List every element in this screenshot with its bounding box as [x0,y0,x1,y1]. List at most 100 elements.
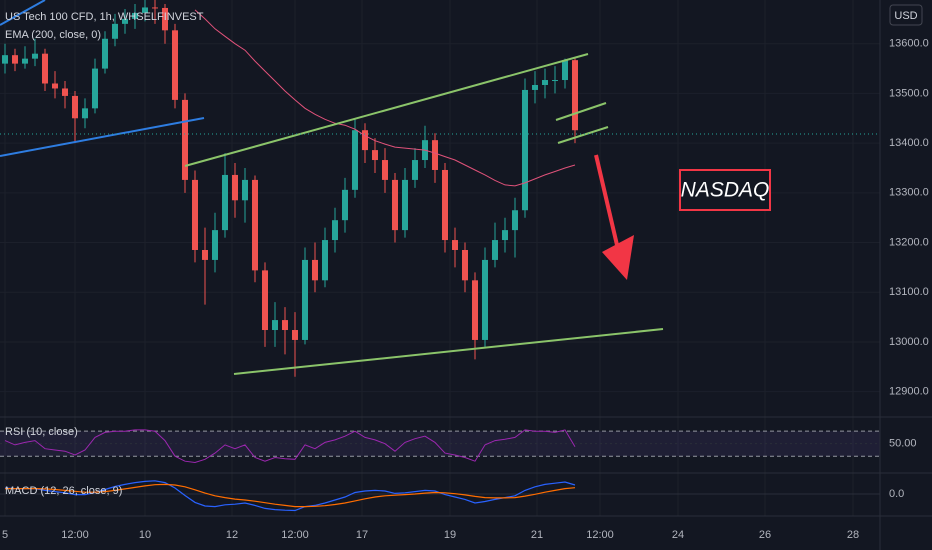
y-tick-label: 13500.0 [889,87,929,99]
x-tick-label: 19 [444,529,456,541]
macd-tick-label: 0.0 [889,488,904,500]
macd-label: MACD (12, 26, close, 9) [5,485,122,497]
candle-body [352,130,358,190]
rsi-line [4,429,576,464]
plot [0,0,880,512]
x-tick-label: 26 [759,529,771,541]
candle-body [372,150,378,161]
candle-body [512,210,518,231]
x-tick-label: 28 [847,529,859,541]
channel-line [184,53,589,167]
candle-body [242,179,248,201]
candle-body [92,68,98,109]
candle-body [362,130,368,151]
candle-body [382,160,388,180]
flag-line [555,102,607,121]
candle-body [522,89,528,211]
candle-body [32,53,38,59]
y-tick-label: 13600.0 [889,38,929,50]
candle-body [202,249,208,260]
candle-body [222,174,228,231]
currency: USD [894,10,917,22]
candle-body [252,179,258,271]
candle-body [102,38,108,69]
candle-body [162,7,168,31]
y-tick-label: 13300.0 [889,187,929,199]
candle-body [302,259,308,340]
candle-body [342,189,348,221]
rsi-label: RSI (10, close) [5,426,78,438]
candle-body [552,80,558,82]
x-tick-label: 12:00 [61,529,89,541]
candle-body [232,174,238,201]
y-tick-label: 13200.0 [889,236,929,248]
candle-body [292,330,298,340]
candle-body [442,169,448,241]
y-tick-label: 13100.0 [889,286,929,298]
x-tick-label: 17 [356,529,368,541]
candle-body [402,179,408,231]
ema-line [194,9,576,187]
candle-body [262,270,268,331]
candle-body [172,30,178,100]
candle-body [2,55,8,64]
macd-line [5,483,576,508]
candle-body [572,60,578,131]
candle-body [82,108,88,119]
y-tick-label: 13000.0 [889,336,929,348]
candle-body [502,230,508,241]
candle-body [392,179,398,231]
candle-body [532,84,538,90]
candle-body [492,240,498,260]
arrow [594,154,634,280]
y-tick-label: 12900.0 [889,386,929,398]
candle-body [322,240,328,281]
candle-body [192,179,198,250]
candle-body [22,58,28,64]
currency-box[interactable] [889,4,923,26]
candle-body [152,7,158,9]
channel-line [233,328,664,375]
annotation: NASDAQ [681,179,770,202]
candle-body [282,320,288,331]
candle-body [482,259,488,340]
candle-body [412,160,418,180]
candle-body [312,259,318,281]
candle-body [332,220,338,241]
x-tick-label: 12 [226,529,238,541]
x-tick-label: 10 [139,529,151,541]
flag-line [557,126,609,144]
trend-line [0,0,46,26]
candle-body [432,140,438,170]
candle-body [212,230,218,260]
candle-body [472,280,478,340]
macd-line [4,480,576,512]
annotation-box [679,169,771,211]
x-tick-label: 24 [672,529,684,541]
candle-body [112,23,118,39]
x-tick-label: 21 [531,529,543,541]
candle-body [542,80,548,85]
candle-body [562,60,568,81]
rsi-tick-label: 50.00 [889,438,917,450]
candle-body [42,53,48,84]
candle-body [142,7,148,13]
candle-body [452,240,458,250]
candle-body [122,18,128,24]
x-tick-label: 12:00 [586,529,614,541]
candle-body [52,83,58,89]
trend-line [0,117,205,157]
chart-title: US Tech 100 CFD, 1h, WHSELFINVEST [5,11,204,23]
candle-body [62,88,68,96]
indicator-label: EMA (200, close, 0) [5,29,101,41]
candle-body [12,55,18,64]
x-tick-label: 12:00 [281,529,309,541]
candle-body [462,249,468,281]
candle-body [182,99,188,180]
candle-body [72,95,78,119]
candle-body [272,320,278,331]
candle-body [132,12,138,19]
x-tick-label: 5 [2,529,8,541]
